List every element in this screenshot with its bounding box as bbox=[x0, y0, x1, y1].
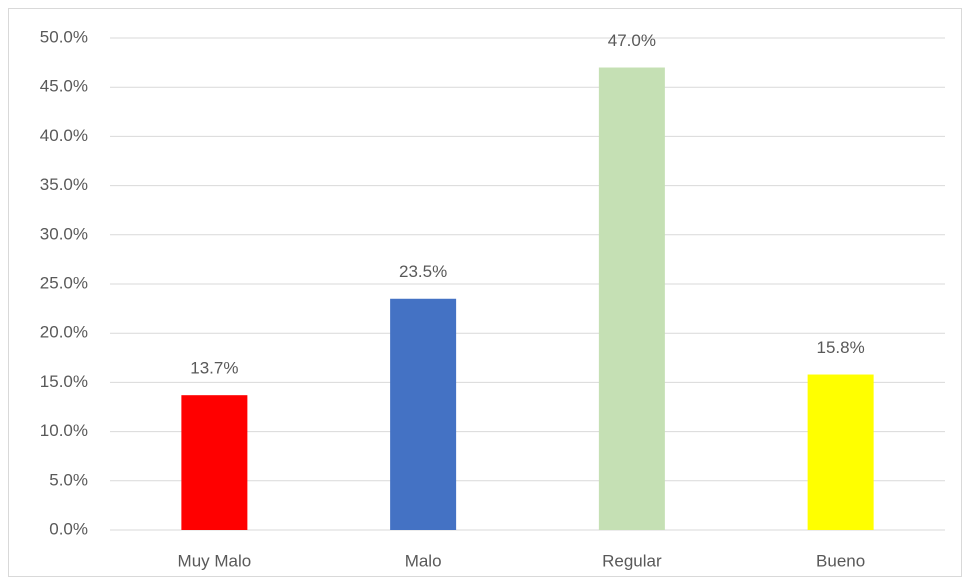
bar bbox=[598, 67, 665, 531]
y-tick-label: 50.0% bbox=[40, 27, 88, 46]
bar bbox=[181, 395, 248, 530]
chart-border bbox=[8, 8, 962, 577]
bar bbox=[807, 374, 874, 530]
y-tick-label: 15.0% bbox=[40, 372, 88, 391]
data-label: 47.0% bbox=[608, 31, 656, 50]
y-tick-label: 40.0% bbox=[40, 126, 88, 145]
data-label: 13.7% bbox=[190, 359, 238, 378]
y-tick-label: 10.0% bbox=[40, 421, 88, 440]
y-tick-label: 20.0% bbox=[40, 323, 88, 342]
data-label: 15.8% bbox=[817, 338, 865, 357]
x-tick-label: Bueno bbox=[816, 551, 865, 570]
bar bbox=[390, 298, 457, 530]
x-tick-label: Regular bbox=[602, 551, 662, 570]
y-tick-label: 45.0% bbox=[40, 77, 88, 96]
x-tick-label: Malo bbox=[405, 551, 442, 570]
y-tick-label: 5.0% bbox=[49, 470, 88, 489]
y-tick-label: 30.0% bbox=[40, 224, 88, 243]
data-label: 23.5% bbox=[399, 262, 447, 281]
y-tick-label: 35.0% bbox=[40, 175, 88, 194]
y-tick-label: 0.0% bbox=[49, 519, 88, 538]
y-tick-label: 25.0% bbox=[40, 273, 88, 292]
x-tick-label: Muy Malo bbox=[178, 551, 252, 570]
